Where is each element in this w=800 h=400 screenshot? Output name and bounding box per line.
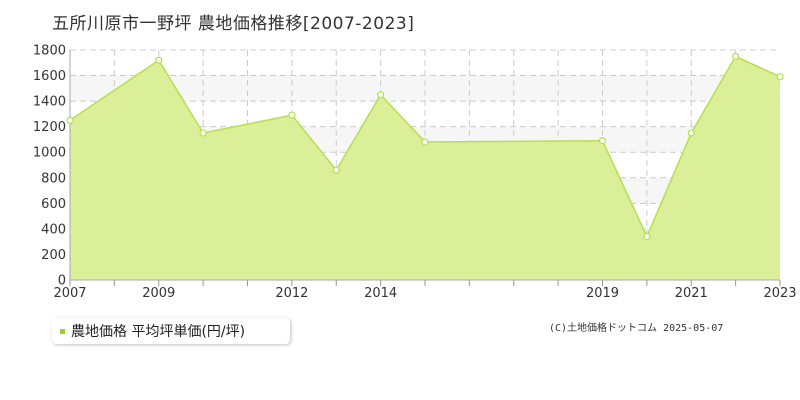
data-point [776,73,784,81]
data-point [643,232,651,241]
y-tick-label: 1400 [33,95,66,110]
x-tick-label: 2014 [364,286,397,301]
data-point [332,166,340,174]
y-tick-label: 200 [41,248,66,263]
data-point [377,91,385,99]
y-tick-label: 1600 [33,69,66,84]
y-tick-label: 1800 [33,44,66,59]
y-axis-ticks: 0 200 400 600 800 1000 1200 1400 1600 1800 [33,44,66,289]
x-tick-label: 2021 [675,286,708,301]
y-tick-label: 400 [41,222,66,237]
plot-band [70,75,780,102]
legend: 農地価格 平均坪単価(円/坪) [52,318,290,344]
y-tick-label: 0 [58,274,66,289]
copyright-text: (C)土地価格ドットコム 2025-05-07 [549,323,724,334]
data-point [288,111,296,119]
x-tick-label: 2012 [275,286,308,301]
data-point [598,137,607,145]
data-point [155,56,163,64]
data-point [732,52,740,60]
legend-swatch [60,328,65,334]
y-tick-label: 1200 [33,120,66,135]
y-tick-label: 800 [41,171,66,186]
x-tick-label: 2019 [586,286,619,301]
y-tick-label: 1000 [33,146,66,161]
x-tick-label: 2007 [53,286,86,301]
x-axis-ticks: 2007 2009 2012 2014 2019 2021 2023 [53,280,797,301]
data-point [199,129,207,137]
data-point [421,138,429,146]
series-markers [66,52,784,241]
series-line [69,55,781,239]
x-tick-label: 2009 [142,286,175,301]
chart-title: 五所川原市一野坪 農地価格推移[2007-2023] [52,14,415,34]
y-tick-label: 600 [41,197,66,212]
x-tick-label: 2023 [763,286,796,301]
series-fill [70,56,780,281]
data-point [66,116,74,124]
data-point [687,129,695,137]
legend-label: 農地価格 平均坪単価(円/坪) [71,324,246,340]
